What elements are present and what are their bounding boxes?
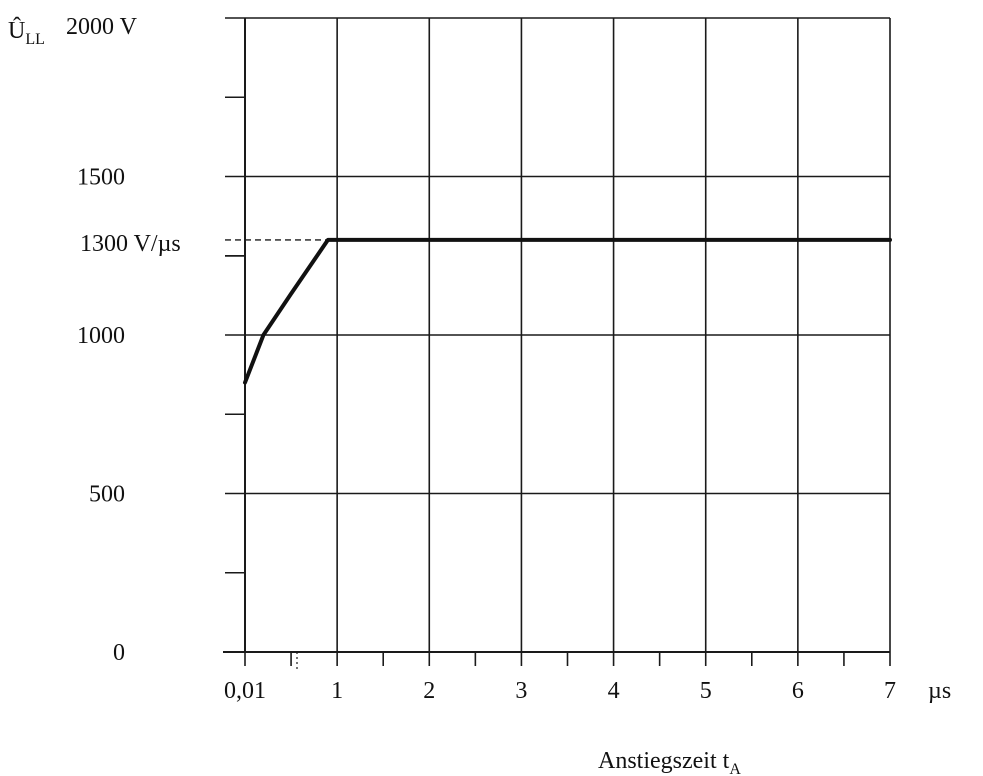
grid [225, 17, 891, 652]
x-tick-label-3: 3 [515, 678, 527, 704]
x-axis-label: Anstiegszeit tA [598, 748, 741, 776]
x-tick-label-5: 5 [700, 678, 712, 704]
x-tick-label-2: 2 [423, 678, 435, 704]
x-tick-label-0: 0,01 [224, 678, 266, 704]
x-tick-label-1: 1 [331, 678, 343, 704]
x-tick-label-6: 6 [792, 678, 804, 704]
y-tick-label-1500: 1500 [77, 165, 125, 191]
x-axis-label-sub: A [729, 761, 741, 776]
x-tick-label-4: 4 [608, 678, 620, 704]
y-axis-label-sub: LL [25, 31, 45, 48]
y-axis-unit: 2000 V [66, 14, 138, 40]
labels: 0,01 1 2 3 4 5 6 7 0 500 1000 1500 [77, 165, 896, 705]
y-tick-label-1000: 1000 [77, 323, 125, 349]
series-line-0 [243, 237, 892, 385]
x-axis-unit: µs [928, 678, 951, 704]
axes [223, 18, 891, 672]
x-axis-label-main: Anstiegszeit t [598, 748, 730, 774]
y-tick-label-0: 0 [113, 640, 125, 666]
y-tick-label-500: 500 [89, 482, 125, 508]
y-axis-label-main: Û [8, 17, 25, 44]
rate-label: 1300 V/µs [80, 231, 181, 257]
series-layer [243, 237, 892, 385]
y-axis-label: ÛLL [8, 17, 45, 48]
x-tick-label-7: 7 [884, 678, 896, 704]
